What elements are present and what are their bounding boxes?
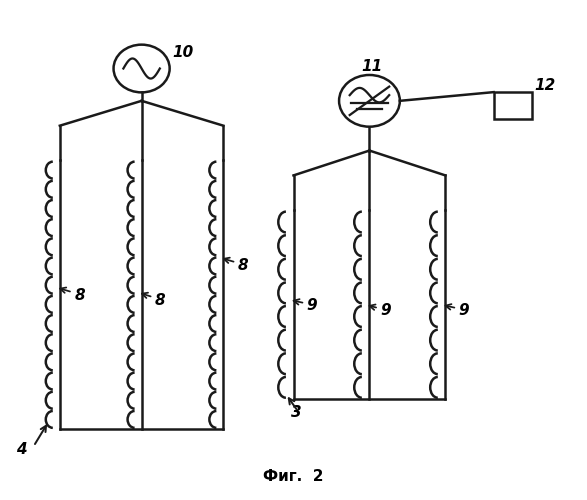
Text: 10: 10 [173,44,194,60]
Text: 9: 9 [380,302,390,318]
Text: 3: 3 [291,404,301,419]
Text: 11: 11 [362,59,383,74]
Text: 4: 4 [16,442,26,457]
Text: 12: 12 [535,78,556,92]
Text: 9: 9 [306,298,317,312]
Text: 8: 8 [154,292,165,308]
Text: 8: 8 [238,258,249,273]
Text: 9: 9 [458,302,469,318]
Text: Фиг.  2: Фиг. 2 [263,468,324,483]
Bar [494,92,532,120]
Text: 8: 8 [75,288,85,302]
